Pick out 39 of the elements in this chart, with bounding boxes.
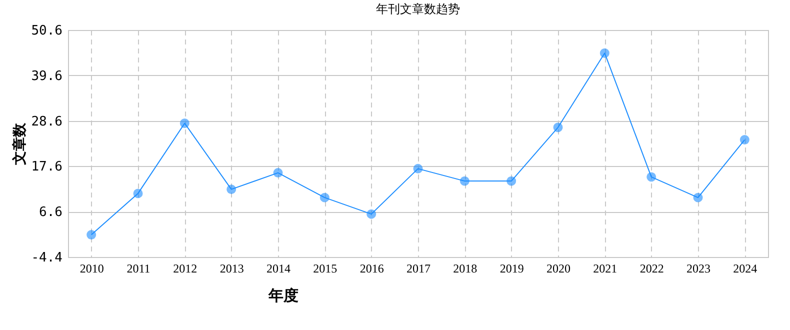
y-tick-label: 50.6 [31,24,62,38]
x-tick-label: 2017 [406,262,430,276]
y-axis-title: 文章数 [11,122,28,166]
y-tick-label: 28.6 [31,114,62,130]
x-tick-label: 2024 [733,262,758,276]
x-tick-label: 2018 [453,262,478,276]
y-tick-label: 6.6 [39,205,62,220]
point [600,48,610,58]
point [553,122,563,132]
y-tick-label: -4.4 [31,250,63,266]
point [506,176,516,186]
x-tick-label: 2020 [546,262,570,276]
x-tick-label: 2023 [686,262,710,276]
x-axis-title: 年度 [268,286,298,304]
point [226,184,236,194]
point [740,135,750,145]
point [86,230,96,240]
y-tick-label: 39.6 [31,68,62,84]
y-tick-label: 17.6 [31,160,62,175]
chart-title: 年刊文章数趋势 [376,2,460,16]
x-tick-label: 2022 [640,262,664,276]
x-tick-label: 2021 [593,262,618,276]
x-tick-label: 2011 [126,262,150,276]
point [366,209,376,219]
point [180,118,190,128]
x-tick-label: 2016 [360,262,384,276]
x-tick-label: 2014 [266,262,290,276]
point [460,176,470,186]
point [413,164,423,174]
point [133,188,143,198]
point [693,192,703,202]
point [273,168,283,178]
x-tick-label: 2019 [500,262,524,276]
x-tick-label: 2013 [220,262,244,276]
x-tick-label: 2010 [80,262,104,276]
point [320,192,330,202]
point [646,172,656,182]
x-tick-label: 2015 [313,262,338,276]
x-tick-label: 2012 [173,262,198,276]
